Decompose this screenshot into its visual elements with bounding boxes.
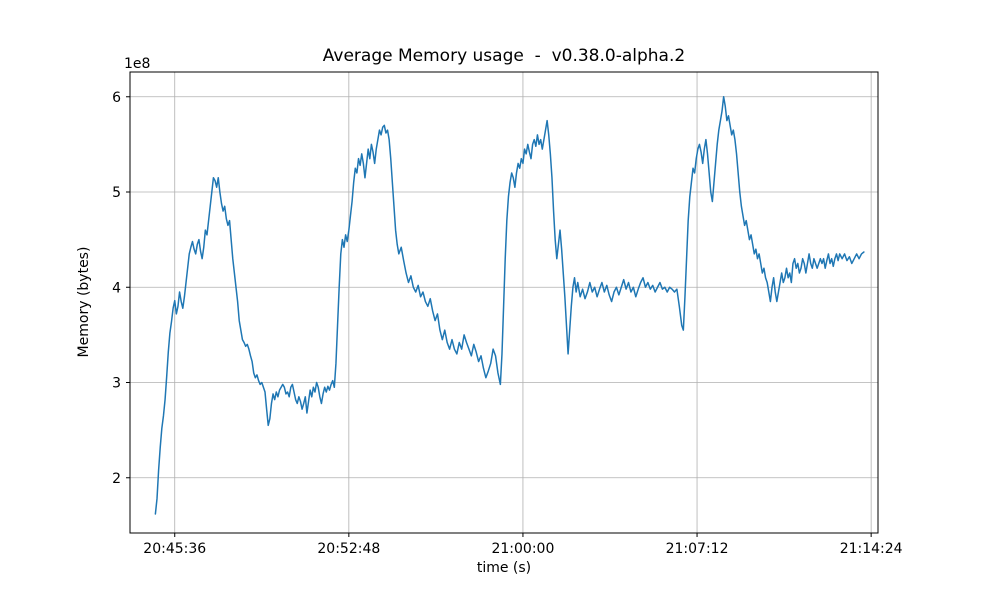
y-tick-label: 2	[112, 471, 121, 487]
memory-usage-line	[154, 96, 865, 515]
y-axis-offset-text: 1e8	[124, 56, 151, 72]
x-tick-label: 20:45:36	[143, 541, 206, 557]
y-tick-label: 4	[112, 280, 121, 296]
x-tick-label: 21:14:24	[840, 541, 903, 557]
y-tick-label: 6	[112, 90, 121, 106]
y-tick-label: 5	[112, 185, 121, 201]
x-tick-label: 21:07:12	[666, 541, 729, 557]
x-axis-label: time (s)	[476, 560, 532, 576]
axes-border	[129, 71, 879, 534]
x-tick-label: 20:52:48	[317, 541, 380, 557]
chart-title: Average Memory usage - v0.38.0-alpha.2	[322, 46, 686, 66]
y-tick-label: 3	[112, 376, 121, 392]
x-tick-label: 21:00:00	[491, 541, 554, 557]
